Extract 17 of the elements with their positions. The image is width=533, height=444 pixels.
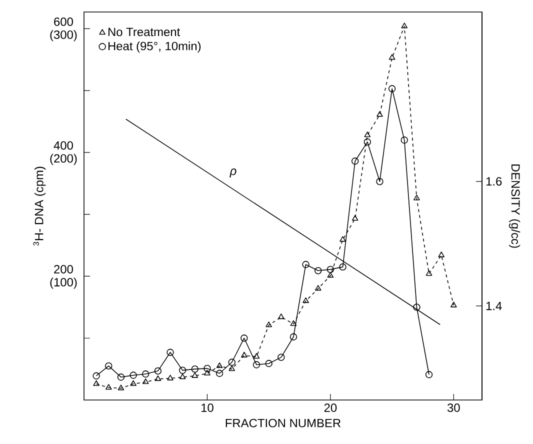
- y-tick-label: 200: [54, 265, 73, 274]
- legend-label: Heat (95°, 10min): [108, 42, 201, 53]
- y2-tick-label: 1.4: [486, 302, 502, 310]
- x-axis-title: FRACTION NUMBER: [226, 418, 341, 428]
- x-tick-label: 10: [201, 404, 214, 412]
- annotation: ρ: [230, 168, 236, 178]
- y-tick-label: 600: [54, 17, 73, 26]
- y3-tick-label: (300): [50, 30, 77, 42]
- x-tick-label: 30: [447, 404, 460, 412]
- y-tick-label: 400: [54, 141, 73, 150]
- y2-tick-label: 1.6: [486, 177, 502, 186]
- x-tick-label: 20: [324, 404, 337, 412]
- y-axis-title: $^{3}$H- DNA (cpm): [33, 166, 46, 246]
- y3-tick-label: (200): [50, 154, 77, 166]
- y2-axis-title: DENSITY (g/cc): [508, 164, 520, 248]
- y3-tick-label: (100): [50, 278, 77, 289]
- legend-label: No Treatment: [108, 28, 180, 36]
